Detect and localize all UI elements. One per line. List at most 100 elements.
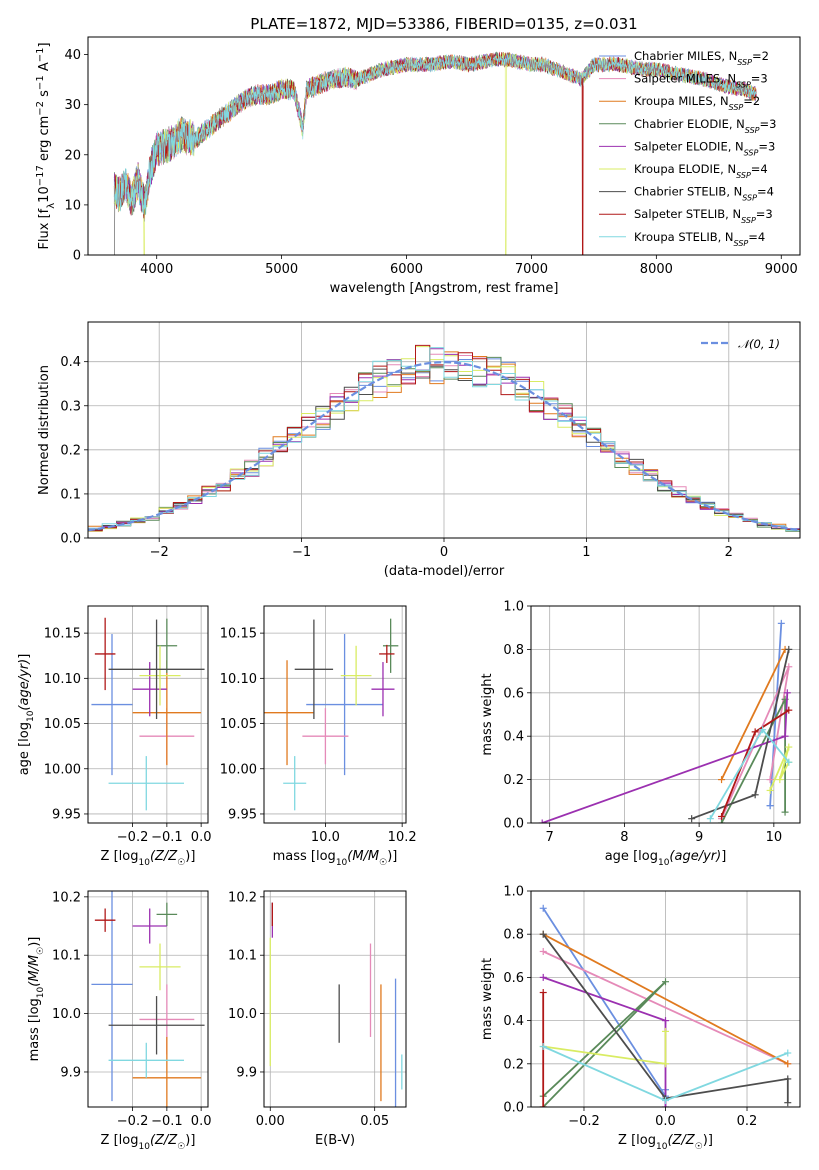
y-tick-label: 0.0 [503,817,524,832]
x-axis-label-part: ☉ [177,858,185,868]
legend-entry: Chabrier MILES, NSSP=2 [634,49,769,67]
errorbar-point [379,644,395,663]
weight-series-line [542,907,667,1100]
legend-entry: Salpeter MILES, NSSP=3 [634,72,768,90]
x-axis-label-part: ☉ [379,858,387,868]
legend-entry: Chabrier ELODIE, NSSP=3 [634,117,776,135]
y-tick-label: 0 [73,249,81,264]
weight-marker [785,743,793,751]
weight-series-line [543,1031,667,1065]
y-axis-label-part: ☉ [36,947,46,955]
y-tick-label: 10.05 [220,717,257,732]
x-tick-label: 0 [440,545,448,560]
y-tick-label: 0.2 [503,773,524,788]
x-axis-label: (data-model)/error [384,564,505,579]
y-axis-label-part: Flux [f [37,208,52,249]
y-tick-label: 0.0 [503,1101,524,1116]
x-axis-label-part: ☉ [695,1142,703,1152]
errorbar-point [302,708,349,765]
legend-text: Salpeter MILES, N [634,72,736,86]
plot-area [88,344,800,538]
weight-series-line [542,933,789,1103]
errorbar-point [91,634,133,776]
x-tick-label: 0.2 [737,1114,758,1129]
legend-subscript: SSP [737,58,752,67]
errorbar-point [132,660,202,766]
x-tick-label: −0.2 [568,1114,600,1129]
plot-area [91,891,205,1107]
y-tick-label: 10.1 [228,949,257,964]
histogram-step [88,347,800,538]
legend-value: =4 [748,230,765,244]
legend-subscript: SSP [744,148,759,157]
axes-frame [263,890,407,1108]
legend-subscript: SSP [741,216,756,225]
y-axis-label-part: )] [27,937,42,947]
y-tick-label: 0.2 [503,1057,524,1072]
weight-marker [718,812,726,820]
weight-series-line [720,649,786,780]
y-axis-label-part: 10 [36,986,46,998]
residual-histogram-panel: −2 −1 0 1 2 0.0 0.1 0.2 0.3 0.4 (data-model)/error… [37,321,801,579]
y-axis-label-part: s [37,90,52,101]
y-tick-label: 0.6 [503,686,524,701]
x-axis-label: Z [log10(Z/Z☉)] [101,849,196,868]
x-axis-label-part: ] [721,849,726,864]
weight-marker [662,978,669,986]
axes-frame [87,605,209,824]
x-tick-label: −0.2 [117,830,149,845]
legend-value: =3 [758,139,775,153]
weight-marker [777,619,785,627]
normal-curve [88,360,800,532]
x-tick-label: 10 [766,830,783,845]
y-tick-label: 10.15 [220,627,257,642]
x-tick-label: 0.00 [256,1114,285,1129]
legend-entry: Kroupa STELIB, NSSP=4 [634,230,765,248]
weight-marker [781,732,789,740]
weight-series-line [542,950,789,1065]
weight-series-line [769,746,790,791]
x-tick-label: 7000 [515,262,548,277]
x-axis-label-part: age [log [605,849,658,864]
x-tick-label: 0.0 [655,1114,676,1129]
weight-marker [781,808,789,816]
weight-marker [751,728,759,736]
y-axis-label-part: −17 [35,165,46,186]
weight-marker [662,1017,669,1025]
age-vs-mass-panel: 10.0 10.2 9.95 10.00 10.05 10.10 10.15 mass [lo… [220,605,417,868]
x-axis-label-part: ☉ [177,1142,185,1152]
x-tick-label: 8000 [640,262,673,277]
weight-vs-Z-panel: −0.2 0.0 0.2 0.0 0.2 0.4 0.6 0.8 1.0 Z [log10(Z/Z… [480,885,801,1152]
y-axis-label-part: 10 [37,186,52,203]
weight-marker [784,1099,792,1107]
weight-marker [706,815,714,823]
y-tick-label: 0.4 [503,1014,524,1029]
y-axis-label-part: 10 [26,710,36,722]
y-tick-label: 10 [64,198,81,213]
x-tick-label: 0.0 [191,1114,212,1129]
y-axis-label: mass weight [480,673,495,755]
y-axis-label-part: λ [46,203,57,209]
x-tick-label: 0.05 [360,1114,389,1129]
y-axis-label-part: mass [log [27,998,42,1061]
errorbar-point [94,908,116,932]
weight-marker [766,802,774,810]
weight-marker [539,1103,547,1107]
weight-marker [766,786,774,794]
weight-series-line [542,933,789,1065]
y-axis-label-part: ] [17,654,32,659]
legend-subscript: SSP [736,171,751,180]
legend-text: Kroupa STELIB, N [634,230,734,244]
x-tick-label: 1 [582,545,590,560]
legend-value: =3 [751,72,768,86]
errorbar-point [139,943,181,991]
x-axis-label-part: )] [185,1133,195,1148]
y-tick-label: 1.0 [503,600,524,615]
x-axis-label: Z [log10(Z/Z☉)] [618,1133,713,1152]
x-axis-label-part: mass [log [273,849,336,864]
x-axis-label-part: )] [703,1133,713,1148]
x-tick-label: 0.0 [191,830,212,845]
y-axis-label-part: (age/yr) [17,659,32,711]
x-axis-label-part: Z [log [618,1133,656,1148]
legend-entry: Chabrier STELIB, NSSP=4 [634,185,774,203]
